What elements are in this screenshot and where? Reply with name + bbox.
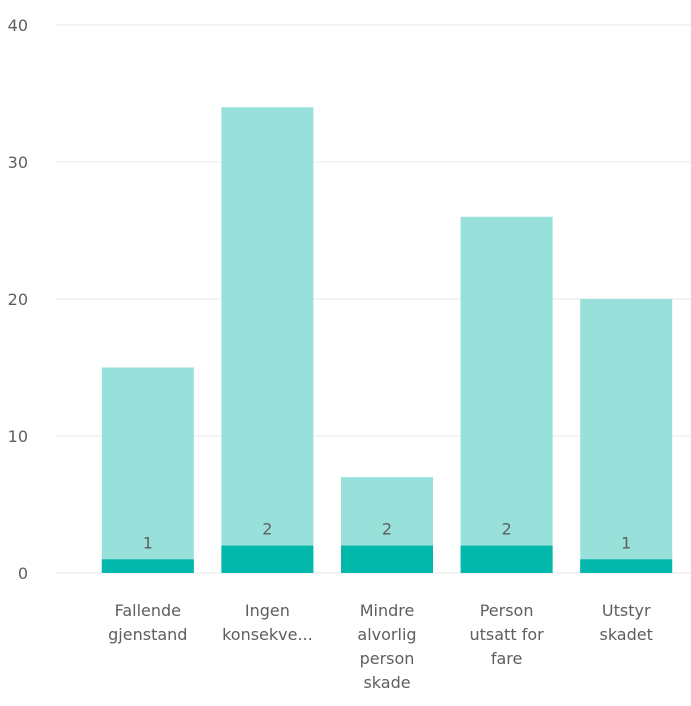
bars — [101, 107, 673, 574]
x-category-label-line: utsatt for — [470, 625, 545, 644]
bar-series2-0 — [101, 559, 194, 573]
x-category-label-line: Ingen — [245, 601, 290, 620]
y-axis-tick-labels: 0 10 20 30 40 — [8, 16, 28, 583]
x-category-label: Ingen konsekve... — [222, 601, 313, 644]
data-label: 2 — [382, 520, 392, 539]
x-category-label-line: fare — [491, 649, 523, 668]
data-label: 2 — [262, 520, 272, 539]
bar-series2-1 — [221, 545, 314, 573]
bar-series1-3 — [460, 216, 553, 574]
bar-series2-3 — [460, 545, 553, 573]
x-category-label-line: Fallende — [115, 601, 181, 620]
data-labels: 1 2 2 2 1 — [143, 520, 632, 553]
x-category-label-line: gjenstand — [108, 625, 187, 644]
x-category-label-line: alvorlig — [357, 625, 416, 644]
x-category-label-line: person — [360, 649, 415, 668]
x-category-label-line: konsekve... — [222, 625, 313, 644]
bar-series2-4 — [580, 559, 673, 573]
x-category-label-line: Utstyr — [602, 601, 651, 620]
x-category-label-line: skadet — [599, 625, 652, 644]
bar-series1-0 — [101, 367, 194, 573]
data-label: 1 — [621, 533, 631, 552]
bar-series1-4 — [580, 299, 673, 573]
x-category-label-line: Person — [480, 601, 534, 620]
x-category-label: Fallende gjenstand — [108, 601, 187, 644]
x-category-label-line: skade — [363, 673, 410, 692]
data-label: 1 — [143, 533, 153, 552]
data-label: 2 — [502, 520, 512, 539]
bar-series2-2 — [341, 545, 433, 573]
x-axis-category-labels: Fallende gjenstand Ingen konsekve... Mindre a… — [108, 601, 653, 692]
x-category-label-line: Mindre — [360, 601, 415, 620]
y-tick-label: 30 — [8, 153, 28, 172]
x-category-label: Mindre alvorlig person skade — [357, 601, 416, 692]
y-tick-label: 20 — [8, 290, 28, 309]
y-tick-label: 40 — [8, 16, 28, 35]
y-tick-label: 10 — [8, 427, 28, 446]
x-category-label: Utstyr skadet — [599, 601, 652, 644]
x-category-label: Person utsatt for fare — [470, 601, 545, 668]
bar-series1-1 — [221, 107, 314, 573]
y-tick-label: 0 — [18, 564, 28, 583]
